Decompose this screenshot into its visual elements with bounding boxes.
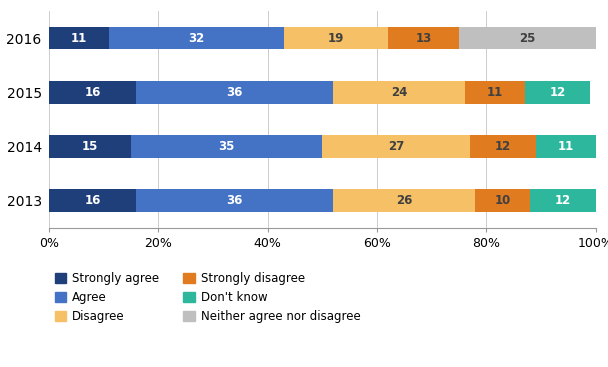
Bar xyxy=(49,135,131,158)
Bar xyxy=(530,189,596,212)
Text: 19: 19 xyxy=(328,32,344,44)
Text: 15: 15 xyxy=(81,140,98,153)
Text: 11: 11 xyxy=(558,140,574,153)
Text: 24: 24 xyxy=(391,86,407,99)
Bar xyxy=(136,189,333,212)
Bar xyxy=(322,135,470,158)
Text: 36: 36 xyxy=(227,86,243,99)
Bar xyxy=(465,81,525,103)
Bar xyxy=(136,81,333,103)
Text: 26: 26 xyxy=(396,194,412,207)
Text: 13: 13 xyxy=(415,32,432,44)
Text: 16: 16 xyxy=(85,194,100,207)
Bar xyxy=(475,189,530,212)
Text: 12: 12 xyxy=(555,194,571,207)
Bar xyxy=(470,135,536,158)
Bar xyxy=(49,189,136,212)
Bar xyxy=(459,27,596,50)
Legend: Strongly agree, Agree, Disagree, Strongly disagree, Don't know, Neither agree no: Strongly agree, Agree, Disagree, Strongl… xyxy=(55,272,361,323)
Bar xyxy=(525,81,590,103)
Bar xyxy=(388,27,459,50)
Bar xyxy=(109,27,284,50)
Text: 32: 32 xyxy=(188,32,204,44)
Text: 12: 12 xyxy=(495,140,511,153)
Text: 25: 25 xyxy=(519,32,536,44)
Text: 16: 16 xyxy=(85,86,100,99)
Bar xyxy=(536,135,596,158)
Text: 11: 11 xyxy=(486,86,503,99)
Text: 27: 27 xyxy=(388,140,404,153)
Bar xyxy=(49,27,109,50)
Bar xyxy=(49,81,136,103)
Text: 36: 36 xyxy=(227,194,243,207)
Text: 35: 35 xyxy=(218,140,235,153)
Bar xyxy=(333,189,475,212)
Text: 11: 11 xyxy=(71,32,87,44)
Bar xyxy=(333,81,465,103)
Bar xyxy=(131,135,322,158)
Bar xyxy=(284,27,388,50)
Text: 12: 12 xyxy=(550,86,565,99)
Text: 10: 10 xyxy=(495,194,511,207)
